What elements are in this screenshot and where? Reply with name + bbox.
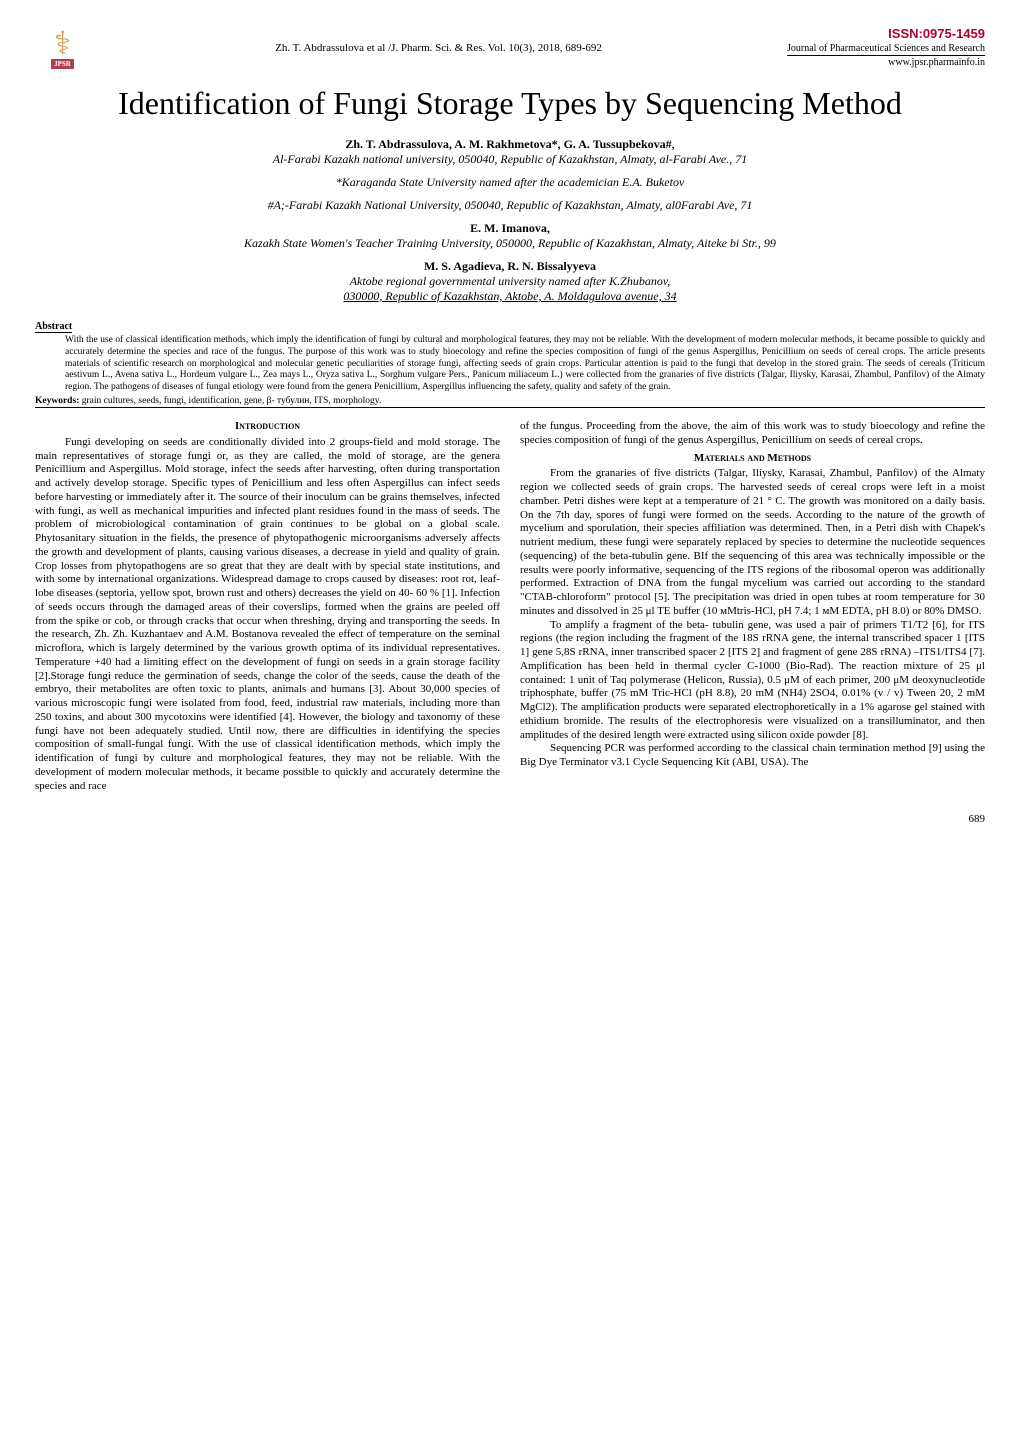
methods-heading: Materials and Methods [520,452,985,466]
journal-url: www.jpsr.pharmainfo.in [787,56,985,69]
citation-text: Zh. T. Abdrassulova et al /J. Pharm. Sci… [90,42,787,54]
affiliation-3: #A;-Farabi Kazakh National University, 0… [35,198,985,213]
journal-logo: ⚕ JPSR [35,20,90,75]
issn-block: ISSN:0975-1459 Journal of Pharmaceutical… [787,26,985,70]
introduction-heading: Introduction [35,420,500,434]
issn-number: ISSN:0975-1459 [787,26,985,43]
article-title: Identification of Fungi Storage Types by… [35,85,985,122]
affiliation-2: *Karaganda State University named after … [35,175,985,190]
author-group-3: M. S. Agadieva, R. N. Bissalyyeva [35,259,985,274]
keywords-text: grain cultures, seeds, fungi, identifica… [82,396,382,406]
right-column: of the fungus. Proceeding from the above… [520,420,985,793]
keywords-label: Keywords: [35,396,79,406]
caduceus-icon: ⚕ [54,27,71,59]
introduction-text: Fungi developing on seeds are conditiona… [35,436,500,794]
page-header: ⚕ JPSR Zh. T. Abdrassulova et al /J. Pha… [35,20,985,75]
logo-label: JPSR [51,59,74,69]
left-column: Introduction Fungi developing on seeds a… [35,420,500,793]
author-group-2: E. M. Imanova, [35,221,985,236]
abstract-label: Abstract [35,321,72,333]
page-number: 689 [35,813,985,825]
abstract-text: With the use of classical identification… [65,335,985,394]
affiliation-4: Kazakh State Women's Teacher Training Un… [35,236,985,251]
abstract-section: Abstract With the use of classical ident… [35,316,985,394]
affiliation-1: Al-Farabi Kazakh national university, 05… [35,152,985,167]
affiliation-5a: Aktobe regional governmental university … [35,274,985,289]
journal-name: Journal of Pharmaceutical Sciences and R… [787,42,985,56]
methods-paragraph-1: From the granaries of five districts (Ta… [520,467,985,618]
keywords-line: Keywords: grain cultures, seeds, fungi, … [35,396,985,408]
methods-paragraph-3: Sequencing PCR was performed according t… [520,742,985,770]
authors-block: Zh. T. Abdrassulova, A. M. Rakhmetova*, … [35,137,985,304]
body-columns: Introduction Fungi developing on seeds a… [35,420,985,793]
methods-paragraph-2: To amplify a fragment of the beta- tubul… [520,619,985,743]
author-group-1: Zh. T. Abdrassulova, A. M. Rakhmetova*, … [35,137,985,152]
affiliation-5b: 030000, Republic of Kazakhstan, Aktobe, … [35,289,985,304]
introduction-continuation: of the fungus. Proceeding from the above… [520,420,985,448]
